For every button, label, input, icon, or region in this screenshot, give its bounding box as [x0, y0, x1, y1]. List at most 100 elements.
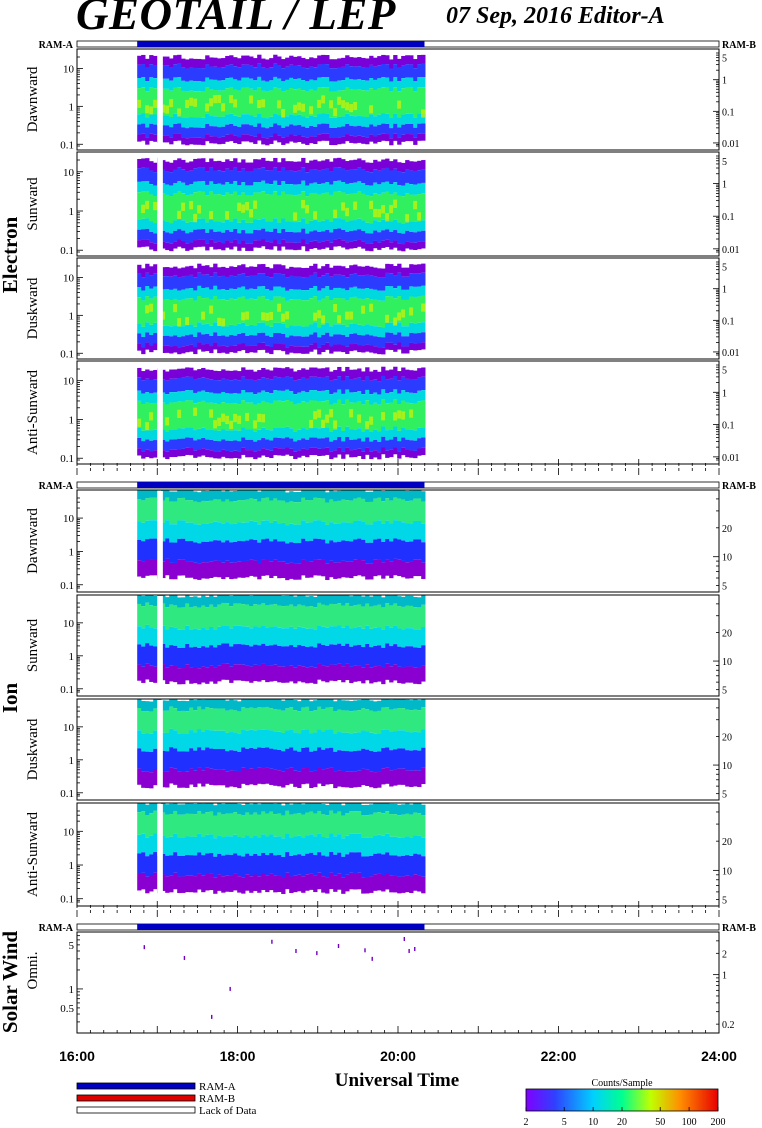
spectrogram-column [137, 437, 142, 449]
spectrogram-column [401, 876, 406, 893]
spectrogram-column [265, 855, 270, 876]
spectrogram-column [329, 68, 334, 82]
spectrogram-column [389, 118, 394, 129]
spectrogram-column [373, 559, 378, 577]
spectrogram-column [229, 221, 234, 232]
spectrogram-column [197, 332, 202, 343]
spectrogram-column [197, 58, 202, 69]
data-point [337, 943, 340, 948]
spectrogram-column [305, 392, 310, 403]
spectrogram-column [297, 379, 302, 393]
spectrogram-column [313, 126, 318, 137]
spectrogram-column [409, 523, 414, 542]
spectrogram-column [353, 273, 358, 287]
spectrogram-column [337, 324, 342, 335]
spectrogram-column [165, 380, 170, 395]
spectrogram-column [349, 89, 354, 116]
spectrogram-column [341, 298, 346, 325]
spectrogram-column [393, 603, 398, 626]
spectrogram-column [413, 731, 418, 751]
spectrogram-column [397, 815, 402, 838]
spectrogram-column [241, 55, 246, 65]
spectrogram-column [409, 440, 414, 451]
spectrogram-column [373, 66, 378, 80]
spectrogram-column [257, 370, 262, 380]
spectrogram-column [317, 268, 322, 278]
spectrogram-column [289, 626, 294, 646]
spectrogram-column [201, 367, 206, 378]
spectrogram-column [409, 429, 414, 441]
spectrogram-column [401, 522, 406, 541]
spectrogram-column [353, 490, 358, 499]
spectrogram-column [417, 170, 422, 184]
spectrogram-column [217, 441, 222, 452]
spectrogram-column [409, 561, 414, 579]
spectrogram-column [297, 542, 302, 564]
spectrogram-column [193, 379, 198, 393]
spectrogram-column [293, 289, 298, 300]
spectrogram-column [137, 400, 142, 428]
spectrogram-column [361, 539, 366, 561]
spectrogram-column [325, 168, 330, 183]
spectrogram-column [201, 390, 206, 401]
spectrogram-column [329, 380, 334, 395]
spectrogram-column [369, 750, 374, 772]
spectrogram-column [381, 835, 386, 855]
spectrogram-column [265, 605, 270, 628]
spectrogram-column [341, 627, 346, 646]
spectrogram-column [265, 231, 270, 242]
spectrogram-column [397, 768, 402, 785]
spectrogram-column [265, 345, 270, 353]
spectrogram-column [253, 768, 258, 786]
spectrogram-column [137, 603, 142, 627]
spectrogram-column [237, 116, 242, 127]
spectrogram-column [377, 194, 382, 222]
spectrogram-column [393, 77, 398, 88]
spectrogram-column [181, 368, 186, 378]
spectrogram-column [197, 852, 202, 874]
spectrogram-column [405, 803, 410, 814]
spectrogram-column [185, 324, 190, 336]
spectrogram-column [161, 193, 166, 221]
spectrogram-column [241, 124, 246, 135]
spectrogram-column [245, 812, 250, 836]
spectrogram-column [421, 542, 426, 563]
spectrogram-column [401, 667, 406, 684]
spectrogram-column [237, 733, 242, 752]
spectrogram-column [417, 813, 422, 836]
spectrogram-column [285, 803, 290, 811]
spectrogram-column [221, 876, 226, 893]
spectrogram-column [373, 853, 378, 875]
spectrogram-column [393, 769, 398, 786]
spectrogram-column [177, 804, 182, 815]
spectrogram-column [421, 767, 426, 785]
spectrogram-column [213, 596, 218, 607]
spectrogram-column [377, 242, 382, 250]
spectrogram-column [177, 629, 182, 648]
spectrogram-column [369, 647, 374, 668]
spectrogram-column [305, 449, 310, 458]
spectrogram-column [313, 596, 318, 608]
ram-a-label: RAM-A [39, 40, 74, 51]
spectrogram-column [401, 367, 406, 377]
spectrogram-column [181, 538, 186, 560]
spectrogram-column [229, 298, 234, 325]
spectrogram-column [305, 541, 310, 562]
y-tick-label: 10 [722, 866, 732, 877]
y-tick-label: 1 [69, 101, 75, 113]
spectrogram-column [413, 117, 418, 128]
spectrogram-column [289, 242, 294, 250]
spectrogram-column [173, 402, 178, 430]
spectrogram-column [229, 491, 234, 502]
spectrogram-column [165, 289, 170, 300]
spectrogram-column [209, 276, 214, 290]
spectrogram-column [353, 333, 358, 344]
spectrogram-column [177, 191, 182, 219]
spectrogram-column [261, 643, 266, 664]
spectrogram-column [417, 607, 422, 630]
spectrogram-column [141, 64, 146, 78]
y-tick-label: 0.1 [722, 107, 735, 118]
spectrogram-column [149, 752, 154, 773]
spectrogram-column [289, 448, 294, 457]
spectrogram-column [309, 500, 314, 523]
